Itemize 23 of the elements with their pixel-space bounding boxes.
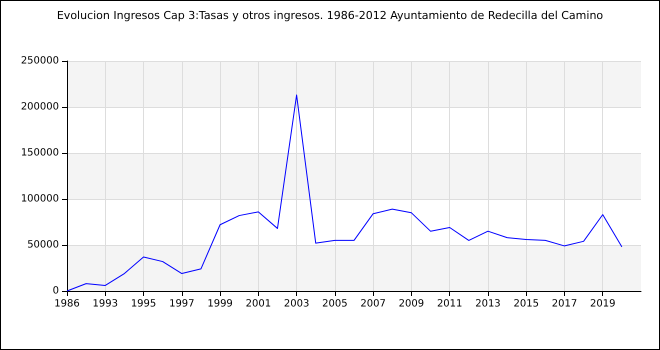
y-tick-label: 150000 bbox=[20, 148, 59, 158]
y-tick-label: 200000 bbox=[20, 102, 59, 112]
x-tick-label: 1995 bbox=[130, 298, 156, 310]
chart-title: Evolucion Ingresos Cap 3:Tasas y otros ingresos. 1986-2012 Ayuntamiento de Redecilla del Camino bbox=[56, 9, 604, 22]
x-tick-label: 2001 bbox=[246, 298, 272, 310]
x-tick-label: 2013 bbox=[475, 298, 501, 310]
line-series bbox=[66, 94, 622, 292]
x-tick-label: 1997 bbox=[169, 298, 195, 310]
y-tick-label: 100000 bbox=[20, 194, 59, 204]
x-tick-label: 2003 bbox=[284, 298, 310, 310]
x-tick-label: 2019 bbox=[590, 298, 616, 310]
x-tick-label: 1999 bbox=[207, 298, 233, 310]
x-tick-label: 1986 bbox=[54, 298, 80, 310]
x-tick-label: 2017 bbox=[552, 298, 578, 310]
y-tick-label: 50000 bbox=[27, 240, 59, 250]
x-tick-label: 2007 bbox=[360, 298, 386, 310]
x-tick-label: 2015 bbox=[513, 298, 539, 310]
x-tick-label: 2009 bbox=[398, 298, 424, 310]
x-tick-label: 2011 bbox=[436, 298, 462, 310]
y-tick-label: 0 bbox=[52, 286, 59, 296]
x-tick-label: 1993 bbox=[92, 298, 118, 310]
y-tick-label: 250000 bbox=[20, 56, 59, 66]
x-tick-label: 2005 bbox=[322, 298, 348, 310]
